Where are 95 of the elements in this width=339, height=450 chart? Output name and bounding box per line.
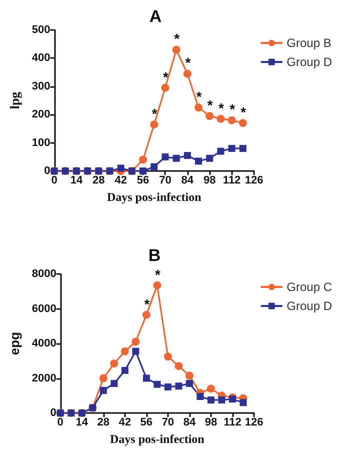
point — [228, 396, 236, 403]
annotation: * — [154, 266, 161, 282]
point — [228, 144, 236, 152]
point — [161, 84, 170, 92]
point — [132, 338, 140, 346]
annotation: * — [218, 100, 224, 116]
annotation: * — [174, 30, 180, 47]
x-tick-label: 14 — [70, 174, 84, 186]
point — [139, 156, 148, 164]
y-tick-label: 2000 — [32, 372, 56, 384]
point — [172, 46, 180, 54]
point — [164, 383, 172, 390]
x-tick-label: 126 — [244, 416, 264, 428]
point — [206, 154, 214, 162]
point — [228, 116, 236, 124]
x-tick-label: 98 — [203, 174, 216, 186]
x-tick-label: 56 — [140, 416, 153, 428]
point — [216, 114, 225, 123]
y-tick-label: 8000 — [32, 268, 56, 280]
point — [117, 164, 124, 172]
point — [150, 163, 158, 170]
point — [175, 382, 182, 390]
annotation: * — [240, 104, 247, 120]
x-tick-label: 84 — [181, 174, 194, 186]
y-tick-label: 300 — [32, 80, 50, 92]
x-tick-label: 112 — [222, 174, 241, 186]
point — [100, 386, 107, 394]
y-tick-label: 400 — [32, 52, 50, 64]
point — [174, 362, 183, 370]
x-tick-label: 42 — [114, 174, 127, 186]
point — [110, 359, 118, 368]
point — [121, 366, 128, 374]
legend-label: Group D — [286, 55, 332, 69]
point — [238, 119, 247, 128]
y-tick-label: 500 — [32, 24, 50, 36]
point — [140, 168, 147, 174]
point — [164, 352, 172, 361]
annotation: * — [207, 97, 214, 114]
y-axis-title: lpg — [7, 91, 22, 110]
x-tick-label: 84 — [183, 416, 196, 428]
x-axis-title: Days pos-infection — [110, 432, 205, 446]
point — [206, 112, 214, 120]
point — [217, 148, 224, 155]
annotation: * — [152, 105, 158, 122]
legend-label: Group B — [286, 36, 332, 50]
point — [207, 396, 214, 404]
point — [196, 392, 204, 400]
chart-title: A — [149, 7, 162, 26]
y-axis-title: epg — [7, 332, 22, 356]
point — [172, 154, 180, 162]
y-tick-label: 200 — [32, 108, 50, 121]
point — [186, 380, 193, 387]
y-tick-label: 100 — [32, 136, 50, 149]
x-tick-label: 28 — [97, 416, 110, 428]
x-tick-label: 28 — [92, 174, 105, 186]
point — [194, 104, 203, 112]
annotation: * — [185, 54, 192, 71]
y-tick-label: 6000 — [32, 302, 56, 315]
point — [110, 380, 118, 387]
x-tick-label: 70 — [159, 174, 172, 186]
legend-label: Group C — [286, 280, 332, 294]
annotation: * — [196, 88, 202, 105]
annotation: * — [144, 296, 150, 312]
x-tick-label: 42 — [118, 416, 132, 428]
point — [132, 348, 140, 355]
point — [142, 310, 150, 319]
x-tick-label: 14 — [76, 416, 89, 428]
point — [206, 384, 215, 393]
y-tick-label: 4000 — [32, 338, 56, 350]
point — [239, 144, 246, 152]
point — [195, 158, 202, 165]
point — [185, 372, 194, 380]
point — [183, 70, 192, 78]
y-tick-label: 0 — [44, 165, 50, 177]
y-tick-label: 0 — [50, 407, 56, 419]
annotation: * — [230, 101, 236, 118]
point — [240, 399, 247, 406]
x-tick-label: 56 — [136, 174, 150, 186]
point — [150, 120, 158, 128]
point — [99, 374, 108, 382]
x-tick-label: 70 — [162, 416, 174, 428]
point — [120, 347, 129, 356]
annotation: * — [162, 68, 169, 85]
legend-label: Group D — [286, 299, 332, 313]
point — [154, 380, 161, 388]
point — [218, 396, 226, 404]
x-tick-label: 98 — [204, 416, 218, 428]
x-tick-label: 126 — [244, 174, 264, 186]
chart-title: B — [148, 246, 161, 265]
point — [184, 152, 191, 159]
point — [153, 281, 162, 290]
x-axis-title: Days pos-infection — [106, 190, 202, 204]
point — [162, 153, 169, 160]
x-tick-label: 112 — [224, 416, 242, 428]
point — [142, 374, 150, 382]
